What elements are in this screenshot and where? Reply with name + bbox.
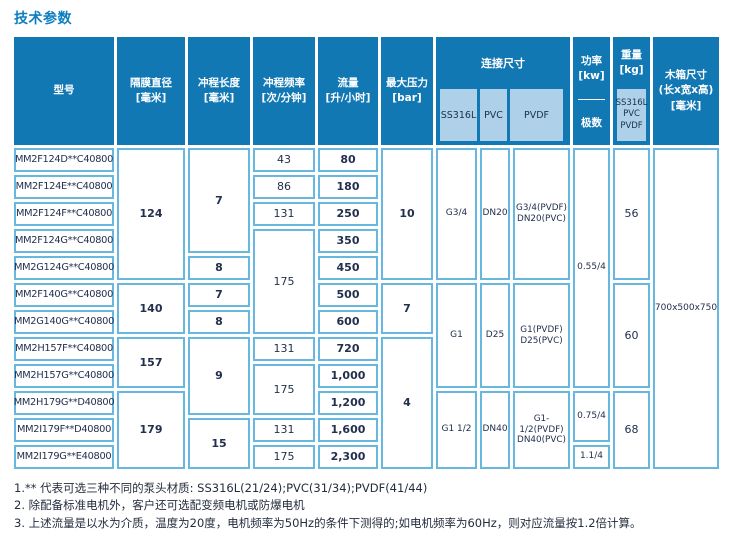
flow-cell: 1,000: [318, 364, 378, 388]
header-connection-group: 连接尺寸 SS316L PVC PVDF: [436, 37, 570, 145]
footnote-3: 3. 上述流量是以水为介质，温度为20度，电机频率为50Hz的条件下测得的;如电…: [14, 515, 642, 530]
page-title: 技术参数: [14, 11, 72, 27]
header-diaphragm: 隔膜直径 [毫米]: [117, 37, 185, 145]
diaphragm-cell: 124: [117, 148, 185, 280]
flow-cell: 600: [318, 310, 378, 334]
model-cell: MM2F124F**C40800: [14, 202, 114, 226]
header-max-pressure: 最大压力 [bar]: [381, 37, 433, 145]
stroke-length-cell: 15: [188, 418, 250, 469]
header-power-poles: 极数: [581, 117, 602, 129]
stroke-frequency-cell: 86: [253, 175, 315, 199]
connection-pvc-cell: DN40: [480, 391, 510, 469]
stroke-length-cell: 9: [188, 337, 250, 415]
header-weight-materials: SS316L PVC PVDF: [616, 89, 647, 141]
stroke-frequency-cell: 175: [253, 445, 315, 469]
model-cell: MM2I179G**E40800: [14, 445, 114, 469]
stroke-frequency-cell: 131: [253, 418, 315, 442]
model-cell: MM2H157G**C40800: [14, 364, 114, 388]
model-cell: MM2H157F**C40800: [14, 337, 114, 361]
pressure-cell: 7: [381, 283, 433, 334]
pressure-cell: 10: [381, 148, 433, 280]
stroke-length-cell: 7: [188, 148, 250, 253]
stroke-frequency-cell: 131: [253, 337, 315, 361]
footnotes: 1.** 代表可选三种不同的泵头材质: SS316L(21/24);PVC(31…: [14, 480, 717, 532]
diaphragm-cell: 140: [117, 283, 185, 334]
weight-cell: 68: [613, 391, 650, 469]
weight-cell: 60: [613, 283, 650, 388]
header-power: 功率 [kw]: [578, 54, 605, 82]
stroke-frequency-cell: 131: [253, 202, 315, 226]
connection-ss316l-cell: G3/4: [436, 148, 477, 280]
header-model: 型号: [14, 37, 114, 145]
box-size-cell: 700x500x750: [653, 148, 719, 469]
header-weight-group: 重量 [kg] SS316L PVC PVDF: [613, 37, 650, 145]
header-connection: 连接尺寸: [481, 57, 525, 70]
flow-cell: 2,300: [318, 445, 378, 469]
model-cell: MM2H179G**D40800: [14, 391, 115, 415]
flow-cell: 450: [318, 256, 378, 280]
stroke-frequency-cell: 175: [253, 364, 315, 415]
stroke-length-cell: 8: [188, 256, 250, 280]
header-stroke-frequency: 冲程频率 [次/分钟]: [253, 37, 315, 145]
header-power-group: 功率 [kw] 极数: [573, 37, 610, 145]
flow-cell: 1,600: [318, 418, 378, 442]
model-cell: MM2G140G**C40800: [14, 310, 114, 334]
weight-cell: 56: [613, 148, 650, 280]
header-flow: 流量 [升/小时]: [318, 37, 378, 145]
connection-ss316l-cell: G1 1/2: [436, 391, 477, 469]
stroke-length-cell: 7: [188, 283, 250, 307]
header-stroke-length: 冲程长度 [毫米]: [188, 37, 250, 145]
spec-table: 型号 隔膜直径 [毫米] 冲程长度 [毫米] 冲程频率 [次/分钟] 流量 [升…: [14, 37, 719, 469]
stroke-frequency-cell: 175: [253, 229, 315, 334]
flow-cell: 80: [318, 148, 378, 172]
flow-cell: 180: [318, 175, 378, 199]
stroke-length-cell: 8: [188, 310, 250, 334]
stroke-frequency-cell: 43: [253, 148, 315, 172]
flow-cell: 1,200: [318, 391, 378, 415]
header-box-size: 木箱尺寸 (长x宽x高) [毫米]: [653, 37, 719, 145]
connection-ss316l-cell: G1: [436, 283, 477, 388]
model-cell: MM2F124G**C40800: [14, 229, 114, 253]
model-cell: MM2F140G**C40800: [14, 283, 114, 307]
pressure-cell: 4: [381, 337, 433, 469]
header-power-divider: [578, 99, 605, 100]
model-cell: MM2G124G**C40800: [14, 256, 114, 280]
connection-pvdf-cell: G1-1/2(PVDF) DN40(PVC): [513, 391, 570, 469]
power-cell: 0.75/4: [573, 391, 610, 442]
flow-cell: 720: [318, 337, 378, 361]
connection-pvdf-cell: G1(PVDF) D25(PVC): [513, 283, 570, 388]
flow-cell: 350: [318, 229, 378, 253]
power-cell: 1.1/4: [573, 445, 610, 469]
model-cell: MM2F124D**C40800: [14, 148, 114, 172]
connection-pvdf-cell: G3/4(PVDF) DN20(PVC): [513, 148, 570, 280]
diaphragm-cell: 179: [117, 391, 185, 469]
diaphragm-cell: 157: [117, 337, 185, 388]
model-cell: MM2F124E**C40800: [14, 175, 114, 199]
flow-cell: 500: [318, 283, 378, 307]
footnote-1: 1.** 代表可选三种不同的泵头材质: SS316L(21/24);PVC(31…: [14, 481, 428, 495]
header-weight: 重量 [kg]: [619, 48, 644, 76]
model-cell: MM2I179F**D40800: [14, 418, 114, 442]
header-connection-ss316l: SS316L: [440, 89, 477, 141]
power-cell: 0.55/4: [573, 148, 610, 388]
footnote-2: 2. 除配备标准电机外，客户还可选配变频电机或防爆电机: [14, 498, 305, 513]
header-connection-subrow: SS316L PVC PVDF: [436, 89, 570, 145]
connection-pvc-cell: DN20: [480, 148, 510, 280]
flow-cell: 250: [318, 202, 378, 226]
connection-pvc-cell: D25: [480, 283, 510, 388]
header-connection-pvdf: PVDF: [510, 89, 563, 141]
header-connection-pvc: PVC: [480, 89, 507, 141]
